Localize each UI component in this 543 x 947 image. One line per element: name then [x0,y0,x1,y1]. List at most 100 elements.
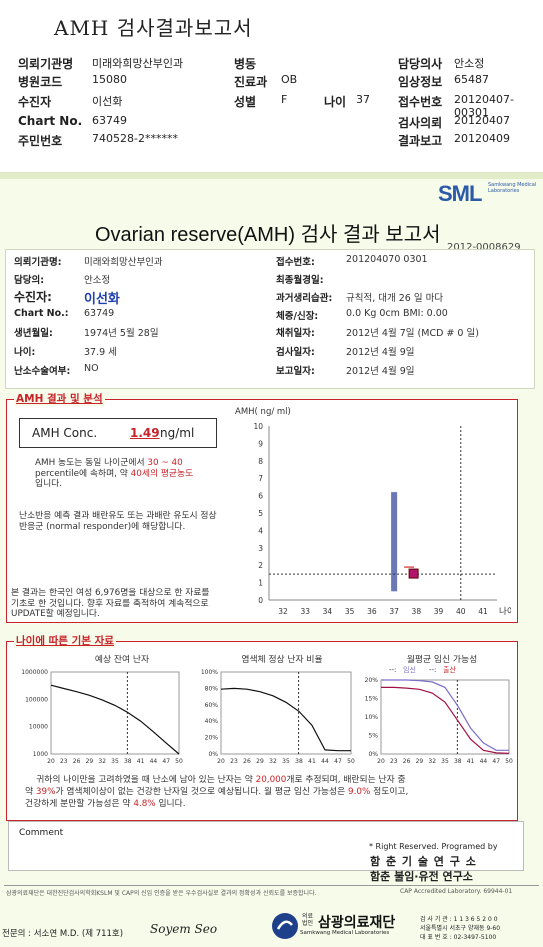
amh-conc-box: AMH Conc. 1.49 ng/ml [19,418,217,448]
org-name: 삼광의료재단 [318,915,396,931]
plot-area [380,679,510,755]
info-value: 규칙적, 대개 26 일 마다 [346,293,444,304]
info-label: 최종월경일: [276,275,324,286]
footer-cap: CAP Accredited Laboratory. 69944-01 [400,888,513,895]
y-tick-label: 1000 [33,751,48,758]
x-tick-label: 32 [269,758,277,765]
report-title: Ovarian reserve(AMH) 검사 결과 보고서 [95,224,441,246]
header-label: 결과보고 [398,134,443,148]
patient-info-box: 의뢰기관명: 미래와희망산부인과 담당의: 안소정 수진자: 이선화 Chart No.: 6… [5,249,535,389]
header-label: 임상정보 [398,75,443,89]
chromosome-normal-chart: 20 23 26 29 32 35 38 41 44 47 50 100% 80% 60% 40% 20% 0% [201,669,355,765]
x-tick-label: 20 [377,758,385,765]
report-stripe [0,173,543,179]
x-tick-label: 41 [308,758,316,765]
x-tick-label: 33 [300,607,310,616]
header-label: 담당의사 [398,57,443,71]
info-label: 나이: [14,347,36,358]
header-value: 20120407 [454,114,510,127]
amh-result-section: AMH Conc. 1.49 ng/ml AMH 농도는 동일 나이군에서 30… [6,399,518,623]
x-tick-label: 29 [256,758,264,765]
y-tick-label: 15% [365,696,379,703]
info-value: 안소정 [84,275,111,286]
chart-title-chrom: 염색체 정상 난자 비율 [241,655,323,665]
header-value: 65487 [454,73,489,86]
info-label: 보고일자: [276,366,315,377]
header-label: 병원코드 [18,75,63,89]
x-tick-label: 38 [454,758,462,765]
info-value: 1974년 5월 28일 [84,328,159,339]
report-panel: SML Samkwang Medical Laboratories Ovaria… [0,172,543,947]
y-tick-label: 9 [258,439,263,448]
report-number: 2012-0008629 [447,242,521,253]
patient-marker [408,568,419,579]
programmer-2: 함춘 불임·유전 연구소 [370,870,473,883]
x-tick-label: 29 [86,758,94,765]
info-value: 201204070 0301 [346,254,428,265]
org-address: 서울특별시 서초구 양재동 9-60 [420,925,501,932]
x-tick-label: 20 [47,758,55,765]
x-tick-label: 35 [345,607,355,616]
header-label: 의뢰기관명 [18,57,74,71]
amh-percentile-text: AMH 농도는 동일 나이군에서 30 ~ 40 percentile에 속하며… [35,458,194,489]
amh-range-bar [391,492,398,592]
programmer-1: 함 춘 기 술 연 구 소 [370,855,477,868]
info-value: 2012년 4월 9일 [346,366,415,377]
preg-series-line [381,679,509,751]
y-tick-label: 2 [258,561,263,570]
info-value: 미래와희망산부인과 [84,257,163,268]
x-tick-label: 36 [367,607,377,616]
info-value: NO [84,363,99,374]
x-tick-label: 35 [282,758,290,765]
x-tick-label: 23 [230,758,238,765]
y-tick-label: 0% [208,751,218,758]
x-tick-label: 47 [492,758,500,765]
x-tick-label: 50 [175,758,183,765]
info-label: 채취일자: [276,328,315,339]
info-value: 2012년 4월 9일 [346,347,415,358]
x-tick-label: 47 [162,758,170,765]
legend-dash: --: [429,666,436,674]
y-tick-label: 10000 [29,724,48,731]
y-tick-label: 1000000 [21,669,48,676]
header-label: 나이 [324,95,347,109]
chart-xlabel: 나이 [499,606,511,617]
info-value: 2012년 4월 7일 (MCD # 0 일) [346,328,479,339]
chart-title-preg: 월평균 임신 가능성 [406,655,478,665]
y-tick-label: 8 [258,457,263,466]
y-tick-label: 0 [258,596,263,605]
x-tick-label: 26 [243,758,251,765]
info-label: 검사일자: [276,347,315,358]
x-tick-label: 41 [137,758,145,765]
y-tick-label: 3 [258,544,263,553]
org-subname: Samkwang Medical Laboratories [300,930,390,936]
y-tick-label: 100000 [25,696,48,703]
x-tick-label: 35 [441,758,449,765]
chrom-line [220,687,351,752]
info-label: 과거생리습관: [276,293,333,304]
y-tick-label: 80% [205,685,219,692]
info-label: 수진자: [14,290,52,304]
info-value: 63749 [84,308,115,319]
y-tick-label: 7 [258,474,263,483]
header-value: OB [281,73,298,86]
x-tick-label: 38 [295,758,303,765]
info-label: 접수번호: [276,257,315,268]
info-label: 난소수술여부: [14,366,71,377]
y-tick-label: 60% [205,702,219,709]
header-value: 안소정 [454,57,485,70]
x-tick-label: 44 [480,758,488,765]
plot-area [50,671,180,755]
header-value: 20120409 [454,132,510,145]
amh-section-title: AMH 결과 및 분석 [14,391,105,406]
y-tick-label: 5 [258,509,263,518]
comment-box: Comment * Right Reserved. Programed by [8,821,524,871]
amh-data-note: 본 결과는 한국인 여성 6,976명을 대상으로 한 자료를 기초로 한 것입… [11,588,210,619]
org-prefix: 의료 법인 [302,913,314,927]
info-label: Chart No.: [14,308,69,319]
x-tick-label: 41 [478,607,488,616]
x-tick-label: 23 [390,758,398,765]
header-label: 진료과 [234,75,268,89]
x-tick-label: 38 [412,607,422,616]
header-value: 미래와희망산부인과 [92,57,184,70]
